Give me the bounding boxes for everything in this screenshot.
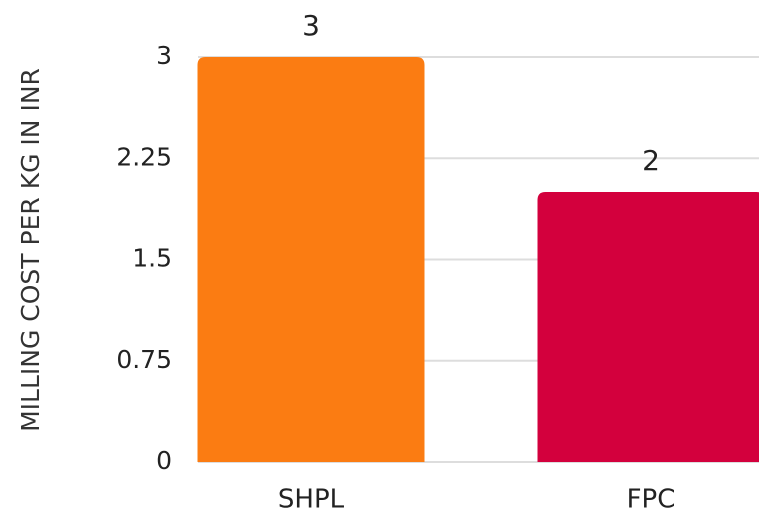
data-label: 2 xyxy=(642,144,660,177)
y-tick-label: 3 xyxy=(156,41,172,70)
data-label: 3 xyxy=(302,9,320,42)
y-tick-label: 2.25 xyxy=(116,142,172,171)
y-tick-label: 0.75 xyxy=(116,345,172,374)
y-tick-label: 1.5 xyxy=(132,244,172,273)
y-axis-title: MILLING COST PER KG IN INR xyxy=(16,68,45,432)
x-tick-label: FPC xyxy=(627,485,676,515)
y-tick-label: 0 xyxy=(156,446,172,475)
x-tick-label: SHPL xyxy=(278,485,345,515)
bar xyxy=(197,57,425,462)
bar xyxy=(537,192,759,462)
